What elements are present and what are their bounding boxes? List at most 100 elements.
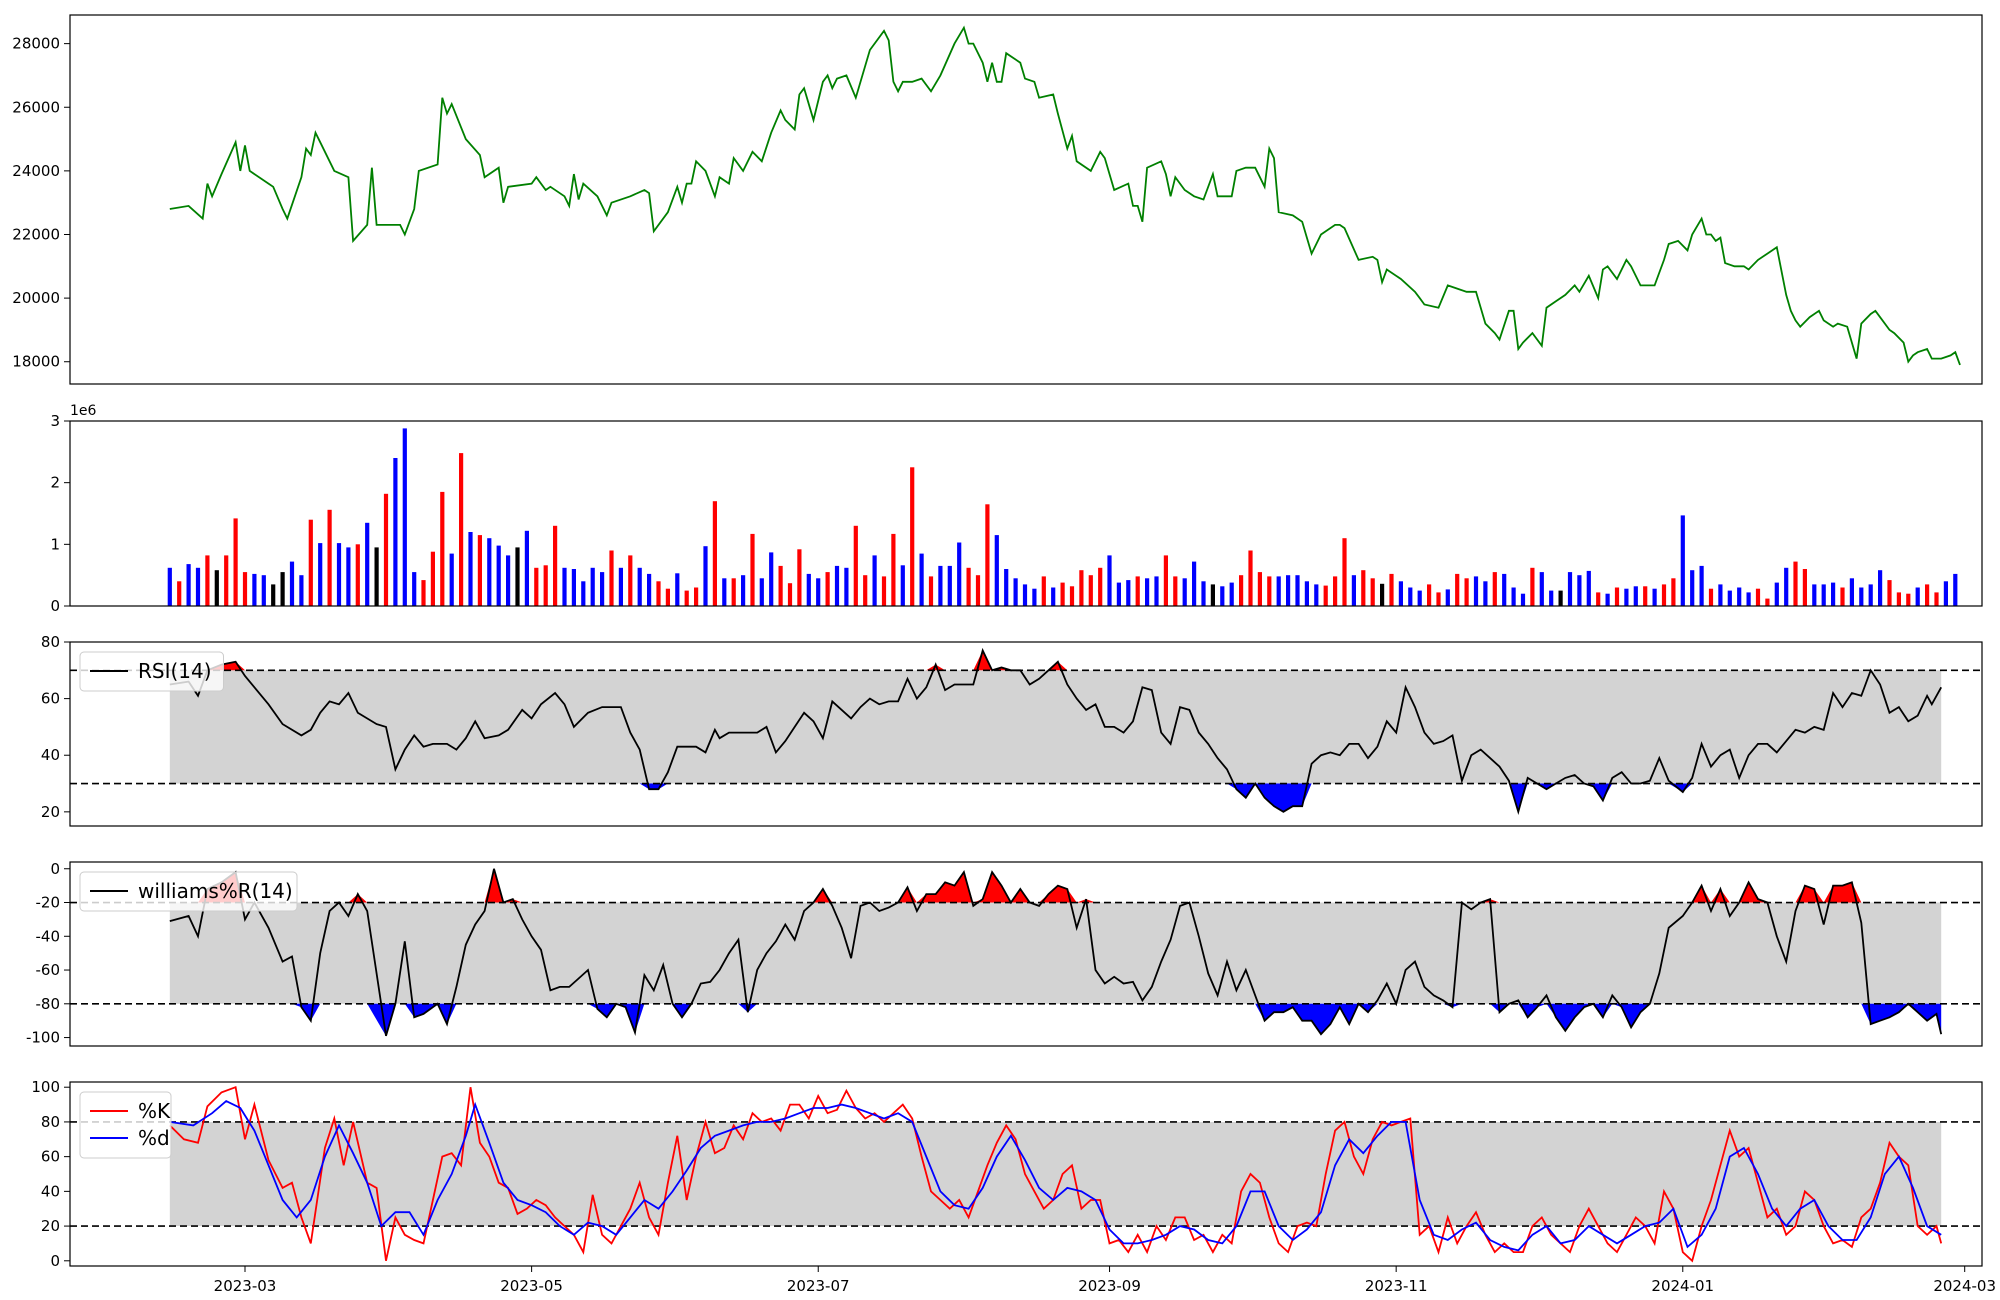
volume-bar (355, 544, 360, 606)
volume-bar (1765, 598, 1770, 606)
volume-bar (853, 525, 858, 606)
volume-bar (1408, 587, 1413, 606)
overbought-fill (169, 868, 1942, 903)
volume-bar (1267, 576, 1272, 606)
volume-bar (1389, 573, 1394, 606)
legend-label: %K (138, 1099, 171, 1123)
volume-bar (562, 567, 567, 606)
volume-bar (1276, 576, 1281, 606)
volume-bar (618, 567, 623, 606)
y-tick-label: -20 (36, 894, 61, 912)
volume-bar (1605, 593, 1610, 606)
volume-bar (393, 458, 398, 606)
x-tick-label: 2023-07 (787, 1277, 850, 1295)
volume-bar (496, 545, 501, 606)
x-tick-label: 2023-03 (214, 1277, 277, 1295)
volume-bar (1690, 570, 1695, 606)
neutral-band (169, 1121, 1942, 1227)
y-tick-label: 2 (50, 474, 60, 492)
volume-bar (195, 567, 201, 606)
volume-bar (1840, 587, 1845, 606)
volume-bar (271, 584, 276, 606)
volume-bar (1727, 590, 1732, 606)
volume-bar (787, 583, 793, 606)
y-tick-label: 0 (50, 860, 60, 878)
volume-bar (722, 578, 727, 607)
volume-bar (1464, 578, 1469, 607)
y-tick-label: 40 (41, 1182, 60, 1200)
volume-bar (1351, 575, 1356, 606)
volume-bar (675, 573, 680, 606)
y-tick-label: 18000 (12, 353, 60, 371)
volume-bar (1718, 584, 1723, 606)
rsi-panel: RSI(14) 20 40 60 80 (41, 633, 1983, 827)
y-tick-label: -60 (36, 961, 61, 979)
volume-bar (900, 565, 905, 606)
legend-box (79, 651, 224, 692)
legend: RSI(14) (79, 651, 224, 692)
volume-bar (167, 567, 172, 606)
volume-bar (421, 580, 426, 606)
volume-bar (1192, 561, 1197, 606)
volume-bar (938, 565, 943, 606)
volume-bar (1370, 578, 1375, 607)
y-tick-label: 20 (41, 1217, 60, 1235)
volume-bar (1427, 584, 1432, 606)
volume-bar (252, 573, 257, 606)
volume-bar (1342, 538, 1347, 606)
volume-bar (1699, 565, 1704, 606)
volume-bar (684, 590, 689, 606)
volume-bar (985, 504, 990, 607)
volume-bar (1304, 581, 1309, 606)
volume-bar (731, 578, 736, 607)
neutral-band (169, 902, 1942, 1004)
volume-bar (1145, 578, 1150, 607)
price-panel: 18000 20000 22000 24000 26000 28000 (12, 14, 1983, 385)
y-tick-label: 1 (50, 535, 60, 553)
volume-bar (1163, 555, 1168, 606)
x-tick-label: 2024-03 (1933, 1277, 1996, 1295)
volume-bar (1013, 578, 1018, 607)
volume-bar (647, 573, 652, 606)
volume-bar (412, 572, 417, 606)
y-tick-label: 20000 (12, 289, 60, 307)
volume-bar (1286, 575, 1291, 606)
williams-panel: williams%R(14) -100 -80 -60 -40 -20 0 (26, 860, 1983, 1047)
volume-bar (487, 538, 492, 606)
y-tick-label: 26000 (12, 98, 60, 116)
volume-bar (1671, 578, 1676, 607)
volume-bar (1774, 582, 1779, 606)
volume-bar (1069, 586, 1075, 606)
volume-bar (374, 547, 379, 606)
volume-bar (994, 535, 999, 606)
axes-frame (69, 641, 1983, 827)
volume-bar (289, 561, 295, 606)
volume-bar (1380, 583, 1385, 606)
volume-bar (1473, 576, 1479, 606)
volume-bar (1257, 572, 1262, 606)
volume-bar (1887, 580, 1892, 606)
volume-bar (468, 532, 473, 606)
volume-bar (1915, 587, 1920, 606)
y-tick-label: 0 (50, 1252, 60, 1270)
volume-bar (346, 547, 351, 606)
volume-bar (1088, 575, 1093, 606)
volume-bar (863, 575, 868, 606)
volume-bar (1520, 593, 1526, 606)
y-tick-label: -80 (36, 995, 61, 1013)
volume-bar (1229, 582, 1234, 606)
volume-bar (280, 572, 285, 606)
volume-bar (1323, 585, 1328, 606)
y-tick-label: 20 (41, 803, 60, 821)
volume-bar (1708, 588, 1714, 606)
y-tick-label: 60 (41, 690, 60, 708)
volume-bar (1220, 586, 1225, 606)
volume-bar (741, 575, 746, 606)
axes-frame (69, 1081, 1983, 1267)
volume-bar (1586, 570, 1591, 606)
volume-bar (1455, 573, 1460, 606)
volume-bar (1906, 593, 1911, 606)
volume-bar (186, 564, 191, 606)
